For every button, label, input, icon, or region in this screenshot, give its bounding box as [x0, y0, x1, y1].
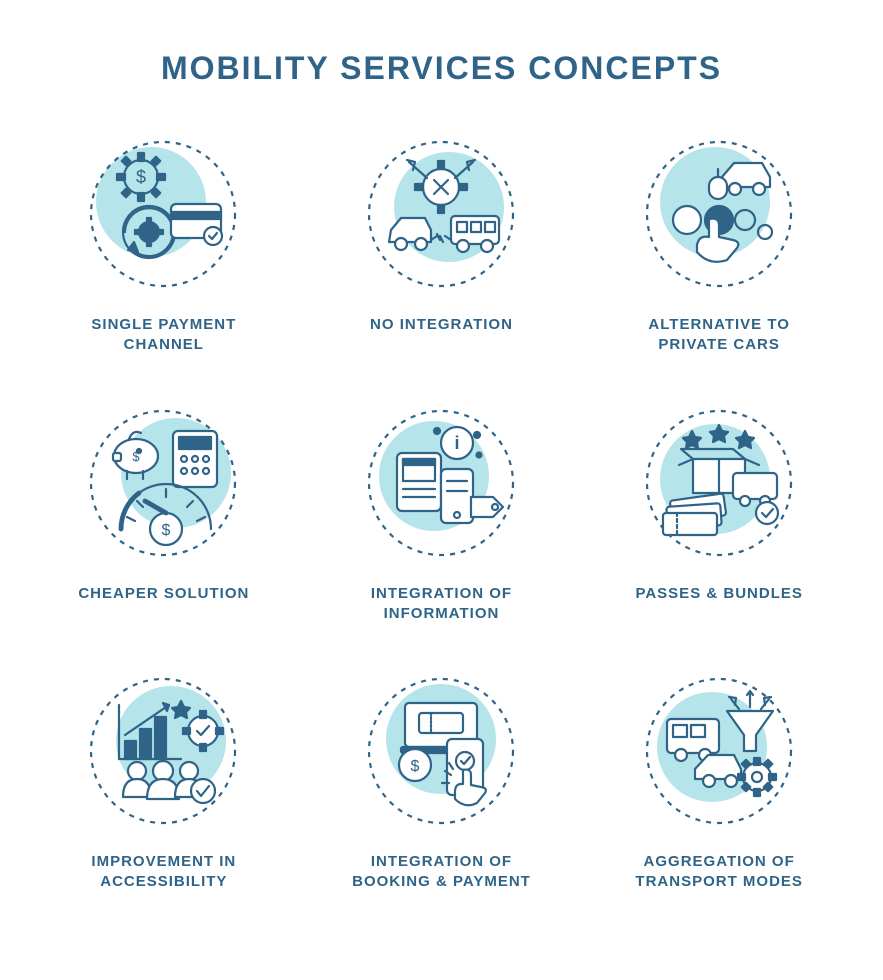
svg-text:$: $: [411, 758, 420, 775]
svg-text:i: i: [454, 433, 459, 453]
svg-text:$: $: [133, 449, 141, 464]
aggregation-transport-modes-icon: [637, 669, 802, 834]
cell-single-payment-channel: $ SIN: [40, 132, 288, 356]
cell-integration-booking-payment: $ INTEGRATION OF BOOKING & PAYMENT: [318, 669, 566, 893]
cell-no-integration: NO INTEGRATION: [318, 132, 566, 356]
label-no-integration: NO INTEGRATION: [370, 315, 513, 335]
alternative-private-cars-icon: [637, 132, 802, 297]
single-payment-channel-icon: $: [81, 132, 246, 297]
passes-bundles-icon: [637, 401, 802, 566]
integration-booking-payment-icon: $: [359, 669, 524, 834]
label-cheaper-solution: CHEAPER SOLUTION: [78, 584, 249, 604]
label-aggregation-transport-modes: AGGREGATION OF TRANSPORT MODES: [635, 852, 803, 893]
cell-improvement-accessibility: IMPROVEMENT IN ACCESSIBILITY: [40, 669, 288, 893]
label-single-payment-channel: SINGLE PAYMENT CHANNEL: [91, 315, 236, 356]
label-alternative-private-cars: ALTERNATIVE TO PRIVATE CARS: [648, 315, 790, 356]
page-title: MOBILITY SERVICES CONCEPTS: [161, 50, 722, 87]
cell-alternative-private-cars: ALTERNATIVE TO PRIVATE CARS: [595, 132, 843, 356]
cell-aggregation-transport-modes: AGGREGATION OF TRANSPORT MODES: [595, 669, 843, 893]
label-improvement-accessibility: IMPROVEMENT IN ACCESSIBILITY: [91, 852, 236, 893]
svg-text:$: $: [136, 167, 146, 187]
cell-integration-information: i: [318, 401, 566, 625]
label-integration-information: INTEGRATION OF INFORMATION: [371, 584, 512, 625]
label-passes-bundles: PASSES & BUNDLES: [635, 584, 802, 604]
cheaper-solution-icon: $ $: [81, 401, 246, 566]
svg-text:$: $: [162, 522, 171, 539]
icon-grid: $ SIN: [40, 132, 843, 893]
improvement-accessibility-icon: [81, 669, 246, 834]
no-integration-icon: [359, 132, 524, 297]
cell-cheaper-solution: $ $: [40, 401, 288, 625]
integration-information-icon: i: [359, 401, 524, 566]
label-integration-booking-payment: INTEGRATION OF BOOKING & PAYMENT: [352, 852, 531, 893]
cell-passes-bundles: PASSES & BUNDLES: [595, 401, 843, 625]
